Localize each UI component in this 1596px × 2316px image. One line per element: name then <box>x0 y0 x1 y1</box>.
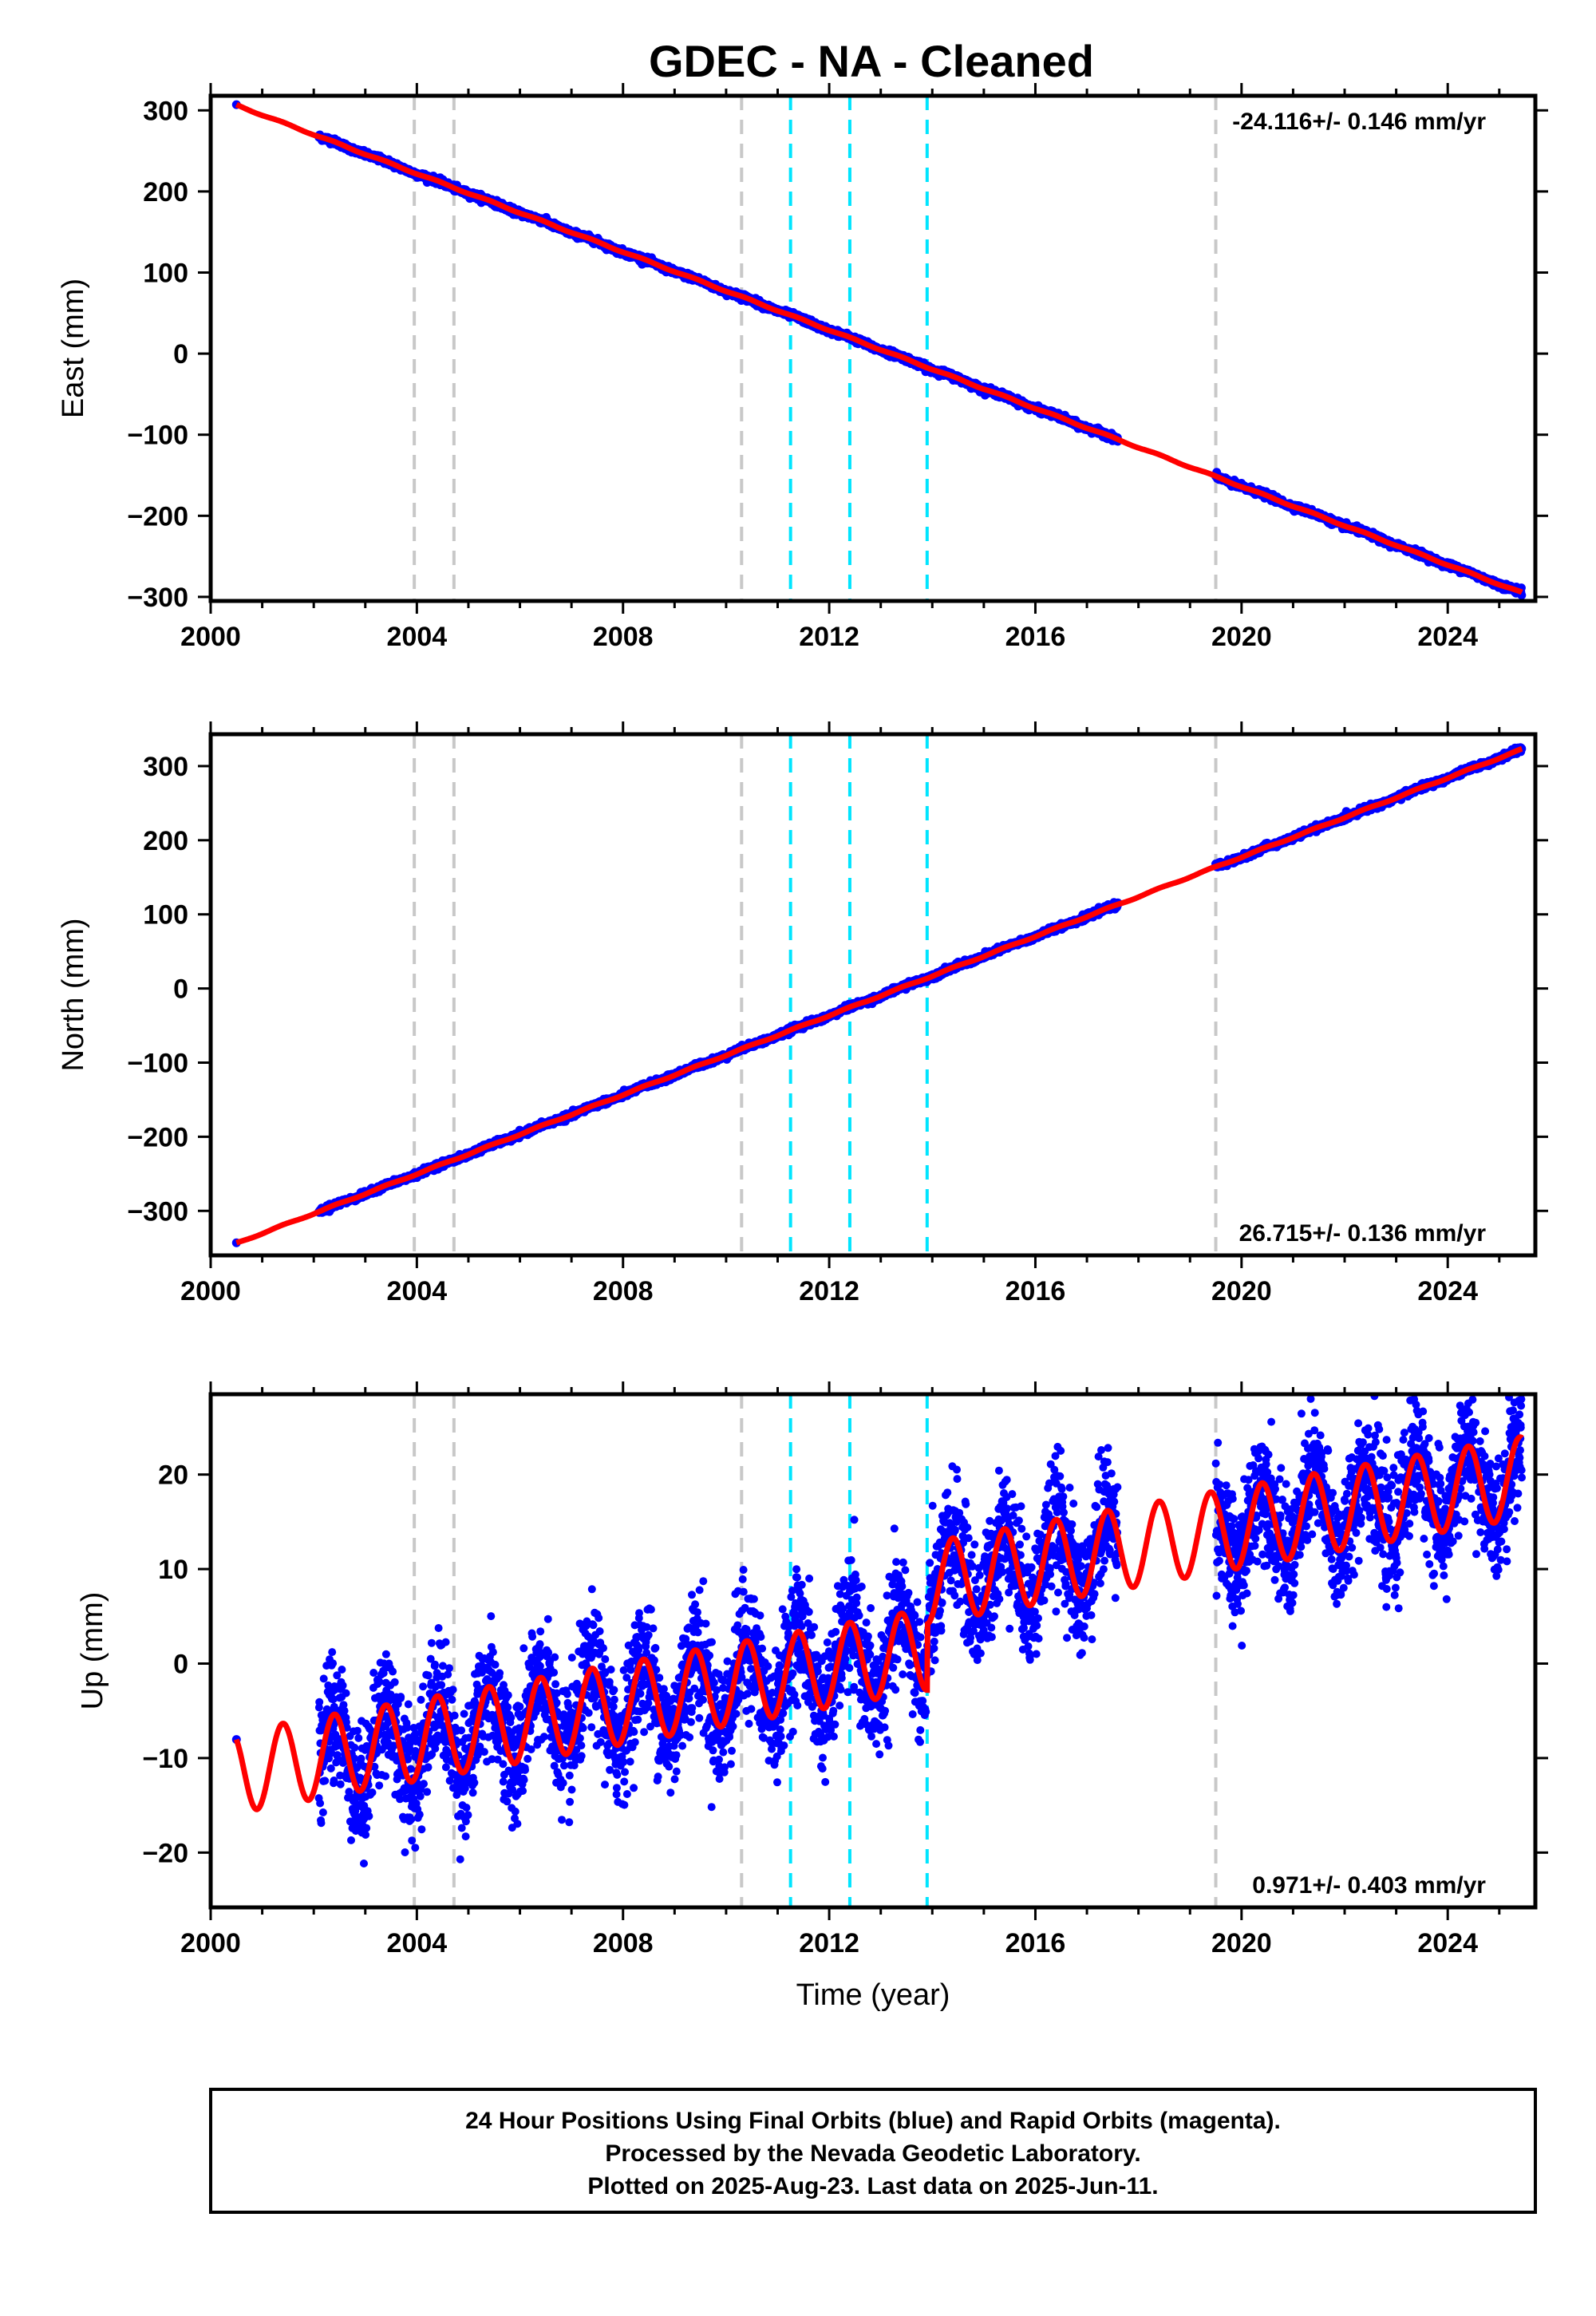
y-tick-label: 0 <box>173 339 188 370</box>
x-tick-label: 2016 <box>1005 622 1066 652</box>
figure-title: GDEC - NA - Cleaned <box>649 36 1094 86</box>
y-axis-label: East (mm) <box>57 279 90 418</box>
y-tick-label: 100 <box>143 258 188 288</box>
model-fit-curve <box>235 101 1523 595</box>
y-tick-label: 200 <box>143 177 188 207</box>
velocity-rate-label: -24.116+/- 0.146 mm/yr <box>1232 109 1486 135</box>
x-tick-label: 2012 <box>799 622 859 652</box>
north-panel: 2000 2004 2008 2012 2016 2020 20243002001000−1… <box>57 721 1548 1306</box>
y-tick-label: 300 <box>143 96 188 126</box>
y-tick-label: −100 <box>127 421 188 451</box>
x-tick-label: 2000 <box>180 622 241 652</box>
x-tick-label: 2004 <box>387 622 448 652</box>
x-tick-label: 2024 <box>1417 622 1478 652</box>
x-tick-label: 2008 <box>593 622 654 652</box>
east-panel: 2000 2004 2008 2012 2016 2020 2024 300 200 100 0 −1… <box>57 83 1548 652</box>
y-tick-label: −200 <box>127 501 188 532</box>
x-tick-label: 2020 <box>1211 622 1272 652</box>
y-tick-label: −300 <box>127 583 188 613</box>
